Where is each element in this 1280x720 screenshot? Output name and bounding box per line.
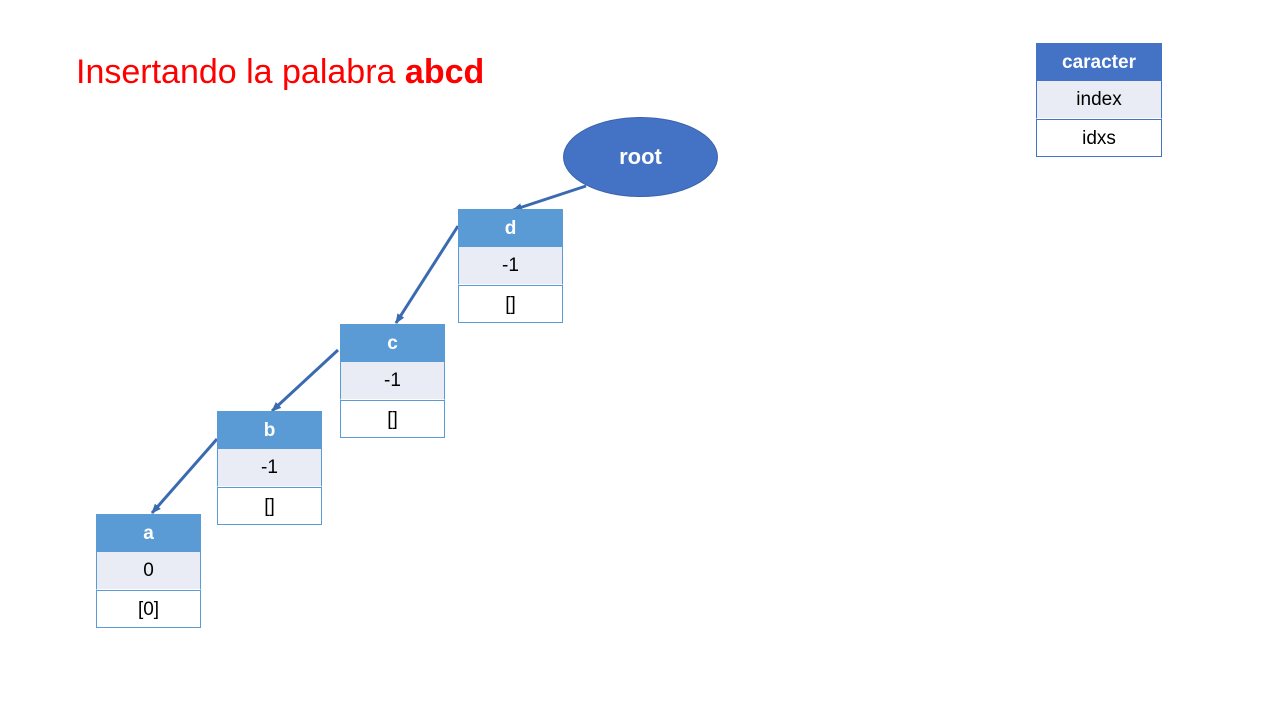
arrow-c-to-b bbox=[270, 348, 340, 413]
root-node: root bbox=[563, 117, 718, 197]
title-word: abcd bbox=[404, 53, 485, 91]
legend-header: caracter bbox=[1036, 43, 1162, 81]
node-idxs: [0] bbox=[96, 590, 201, 628]
arrow-d-to-c bbox=[394, 225, 460, 324]
trie-node-c: c -1 [] bbox=[340, 324, 445, 438]
arrow-b-to-a bbox=[150, 438, 219, 514]
node-char: b bbox=[217, 411, 322, 449]
node-index: -1 bbox=[340, 362, 445, 400]
legend-row-index: index bbox=[1036, 81, 1162, 119]
node-idxs: [] bbox=[217, 487, 322, 525]
slide-title: Insertando la palabra abcd bbox=[76, 52, 484, 92]
arrow-root-to-d bbox=[512, 184, 587, 212]
node-index: -1 bbox=[217, 449, 322, 487]
node-char: d bbox=[458, 209, 563, 247]
title-prefix: Insertando la palabra bbox=[76, 53, 405, 91]
legend-row-idxs: idxs bbox=[1036, 119, 1162, 157]
node-idxs: [] bbox=[340, 400, 445, 438]
trie-node-a: a 0 [0] bbox=[96, 514, 201, 628]
node-idxs: [] bbox=[458, 285, 563, 323]
trie-node-d: d -1 [] bbox=[458, 209, 563, 323]
trie-node-b: b -1 [] bbox=[217, 411, 322, 525]
node-char: c bbox=[340, 324, 445, 362]
node-index: -1 bbox=[458, 247, 563, 285]
legend-table: caracter index idxs bbox=[1036, 43, 1162, 157]
node-index: 0 bbox=[96, 552, 201, 590]
node-char: a bbox=[96, 514, 201, 552]
